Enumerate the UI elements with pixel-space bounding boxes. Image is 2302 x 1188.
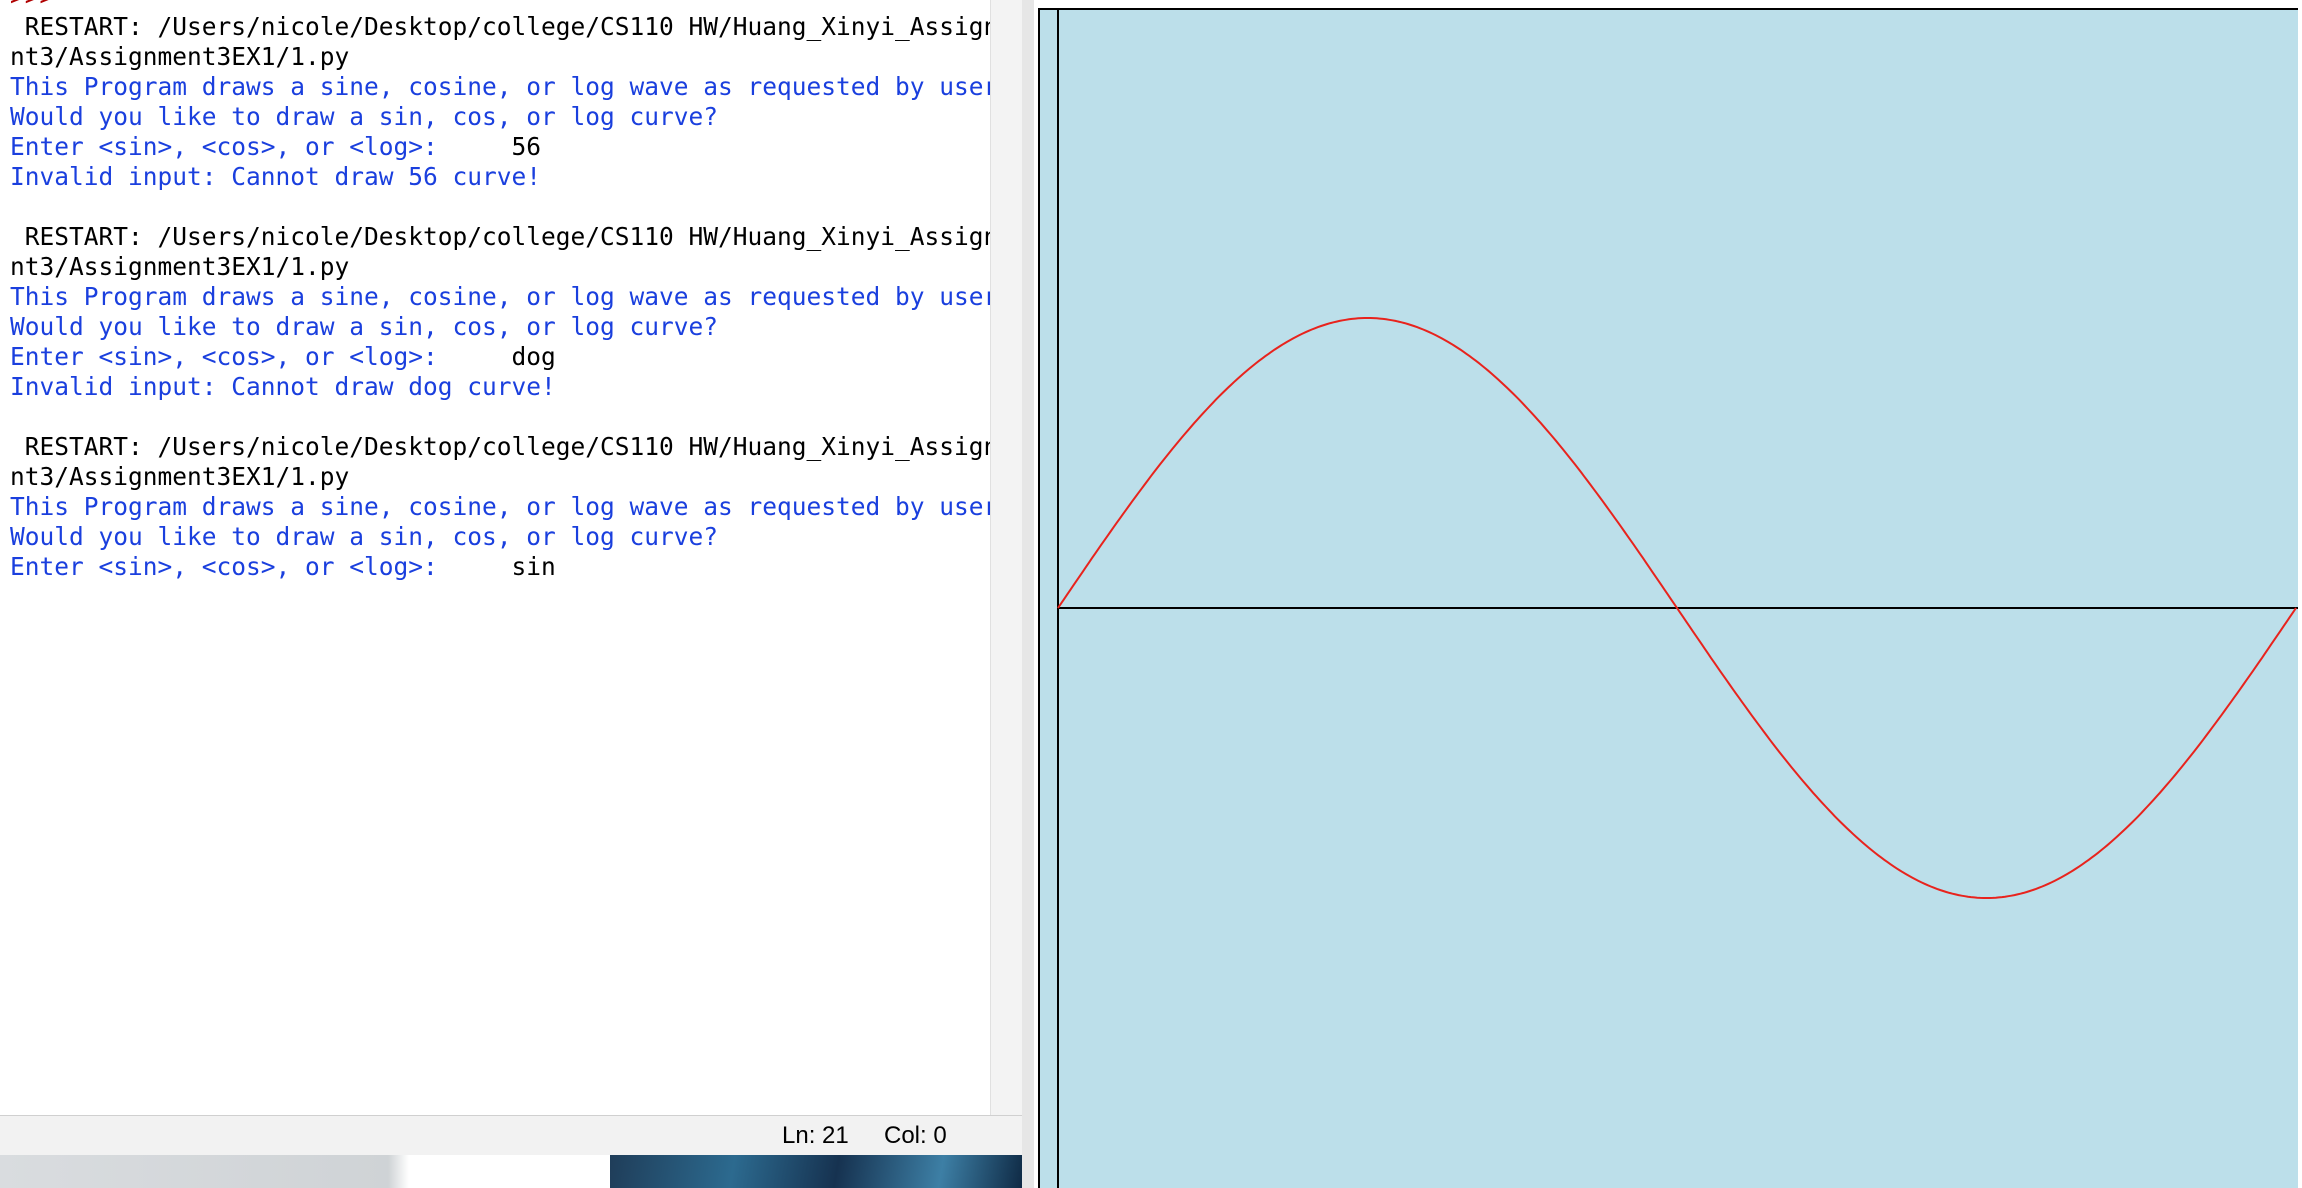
turtle-drawing [1057,10,2298,1188]
restart-banner: RESTART: /Users/nicole/Desktop/college/C… [10,432,990,461]
shell-line: Invalid input: Cannot draw 56 curve! [10,162,990,192]
line-number-indicator: Ln: 21 [782,1122,849,1149]
user-input: 56 [437,132,542,161]
program-output: Would you like to draw a sin, cos, or lo… [10,102,719,131]
shell-line: Enter <sin>, <cos>, or <log>: 56 [10,132,990,162]
input-prompt: Enter <sin>, <cos>, or <log>: [10,552,438,581]
program-output: This Program draws a sine, cosine, or lo… [10,282,990,311]
program-output: This Program draws a sine, cosine, or lo… [10,72,990,101]
program-output: Invalid input: Cannot draw 56 curve! [10,162,542,191]
shell-line: Would you like to draw a sin, cos, or lo… [10,102,990,132]
shell-line [10,192,990,222]
shell-line: >>> [10,0,990,12]
shell-line: RESTART: /Users/nicole/Desktop/college/C… [10,432,990,462]
program-output: Would you like to draw a sin, cos, or lo… [10,522,719,551]
shell-line: Would you like to draw a sin, cos, or lo… [10,522,990,552]
restart-banner: nt3/Assignment3EX1/1.py [10,252,350,281]
window-divider [1022,0,1034,1188]
input-prompt: Enter <sin>, <cos>, or <log>: [10,342,438,371]
shell-line: This Program draws a sine, cosine, or lo… [10,492,990,522]
shell-line: Enter <sin>, <cos>, or <log>: sin [10,552,990,582]
shell-line: Invalid input: Cannot draw dog curve! [10,372,990,402]
turtle-canvas [1038,8,2298,1188]
shell-line: nt3/Assignment3EX1/1.py [10,462,990,492]
program-output: Would you like to draw a sin, cos, or lo… [10,312,719,341]
shell-line: Would you like to draw a sin, cos, or lo… [10,312,990,342]
user-input: sin [437,552,556,581]
shell-line: RESTART: /Users/nicole/Desktop/college/C… [10,222,990,252]
shell-line: This Program draws a sine, cosine, or lo… [10,72,990,102]
program-output: Invalid input: Cannot draw dog curve! [10,372,556,401]
shell-output: >>> RESTART: /Users/nicole/Desktop/colle… [10,0,990,582]
turtle-graphics-window [1034,0,2302,1188]
desktop-wallpaper [610,1155,1022,1188]
user-input: dog [437,342,556,371]
shell-line: Enter <sin>, <cos>, or <log>: dog [10,342,990,372]
sine-wave-curve [1057,317,2297,899]
shell-line: This Program draws a sine, cosine, or lo… [10,282,990,312]
shell-prompt: >>> [10,0,69,11]
shell-line: nt3/Assignment3EX1/1.py [10,252,990,282]
shell-line: nt3/Assignment3EX1/1.py [10,42,990,72]
restart-banner: RESTART: /Users/nicole/Desktop/college/C… [10,222,990,251]
status-bar: Ln: 21 Col: 0 [0,1115,1022,1155]
restart-banner: RESTART: /Users/nicole/Desktop/college/C… [10,12,990,41]
restart-banner: nt3/Assignment3EX1/1.py [10,462,350,491]
python-shell-window: >>> RESTART: /Users/nicole/Desktop/colle… [0,0,1022,1188]
shell-line [10,402,990,432]
restart-banner: nt3/Assignment3EX1/1.py [10,42,350,71]
column-number-indicator: Col: 0 [884,1122,947,1149]
shell-line: RESTART: /Users/nicole/Desktop/college/C… [10,12,990,42]
program-output: This Program draws a sine, cosine, or lo… [10,492,990,521]
input-prompt: Enter <sin>, <cos>, or <log>: [10,132,438,161]
shell-text-area[interactable]: >>> RESTART: /Users/nicole/Desktop/colle… [0,0,990,1115]
shell-scrollbar[interactable] [990,0,1022,1115]
